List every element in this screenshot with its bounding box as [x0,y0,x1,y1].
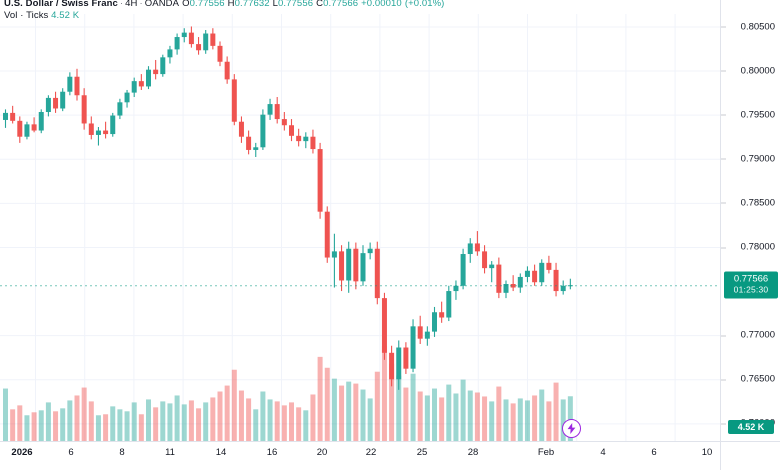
price-tick-dash [721,70,726,72]
change-value: +0.00010 [361,0,402,9]
price-tick: 0.79000 [721,153,779,164]
time-tick: 6 [651,447,657,458]
time-tick: 20 [316,447,328,458]
open-label: O [182,0,190,9]
high-value: 0.77632 [234,0,270,9]
price-tick-dash [721,114,726,116]
price-tick: 0.76500 [721,374,779,385]
countdown-bolt-icon[interactable] [561,419,581,438]
volume-badge[interactable]: 4.52 K [728,420,774,434]
current-price-badge[interactable]: 0.77566 01:25:30 [724,271,778,299]
price-tick-dash [721,202,726,204]
exchange-label: OANDA [144,0,180,9]
open-value: 0.77556 [189,0,225,9]
price-tick-dash [721,335,726,337]
price-tick: 0.80000 [721,65,779,76]
ohlc-high: H0.77632 [228,0,270,9]
price-tick-dash [721,26,726,28]
change-percent: (+0.01%) [404,0,445,9]
time-tick: 28 [467,447,479,458]
price-tick: 0.80500 [721,21,779,32]
price-tick-dash [721,423,726,425]
scale-corner [720,441,780,470]
candlestick-series [3,26,573,441]
chart-legend: U.S. Dollar / Swiss Franc · 4H · OANDA O0.775… [4,0,444,22]
price-tick: 0.77000 [721,330,779,341]
price-tick-dash [721,158,726,160]
time-scale[interactable]: 2026 6 8 11 14 16 20 22 25 28 Feb 4 6 10 [0,441,780,470]
high-label: H [227,0,235,9]
time-tick: 16 [266,447,278,458]
legend-volume-row[interactable]: Vol · Ticks 4.52 K [4,10,444,22]
time-tick: 25 [416,447,428,458]
time-tick: 11 [165,447,175,458]
price-tick-dash [721,379,726,381]
time-tick: 4 [600,447,606,458]
volume-value: 4.52 K [51,10,80,21]
legend-symbol-row[interactable]: U.S. Dollar / Swiss Franc · 4H · OANDA O0.775… [4,0,444,10]
price-scale[interactable]: 0.80500 0.80000 0.79500 0.79000 0.78500 … [720,0,780,441]
low-label: L [272,0,279,9]
time-tick: 10 [701,447,713,458]
ohlc-close: C0.77566 [316,0,358,9]
volume-title: Vol · Ticks [4,10,49,21]
ohlc-open: O0.77556 [182,0,225,9]
price-tick-dash [721,247,726,248]
time-tick: 14 [215,447,227,458]
time-tick: 6 [68,447,74,458]
interval-label[interactable]: 4H [125,0,138,9]
time-tick: 22 [365,447,377,458]
current-price-line [0,285,720,287]
legend-separator-2: · [139,0,143,9]
price-tick: 0.78000 [721,242,779,253]
time-tick: 8 [119,447,125,458]
legend-separator-1: · [119,0,124,9]
low-value: 0.77556 [278,0,314,9]
price-tick: 0.78500 [721,197,779,208]
current-price-value: 0.77566 [733,273,769,285]
ohlc-low: L0.77556 [273,0,313,9]
close-value: 0.77566 [323,0,359,9]
time-tick: Feb [537,447,555,458]
close-label: C [316,0,324,9]
bar-countdown: 01:25:30 [733,284,769,295]
symbol-name: U.S. Dollar / Swiss Franc [4,0,118,9]
chart-plot-area[interactable] [0,0,720,441]
time-tick: 2026 [11,447,33,458]
price-tick: 0.79500 [721,109,779,120]
